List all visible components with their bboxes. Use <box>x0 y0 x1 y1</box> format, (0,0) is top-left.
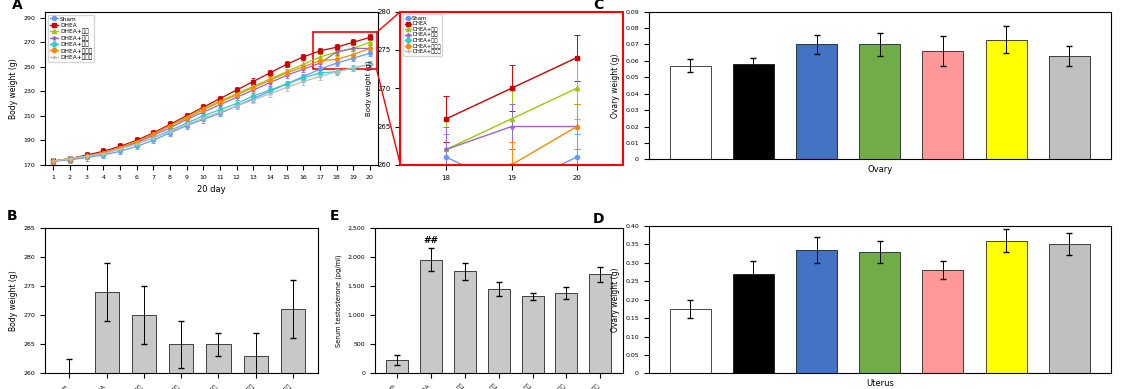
Bar <box>169 344 193 389</box>
X-axis label: Ovary: Ovary <box>867 165 892 174</box>
Bar <box>795 250 837 373</box>
Text: D: D <box>594 212 605 226</box>
Bar <box>733 64 774 159</box>
Bar <box>57 373 82 389</box>
Y-axis label: Ovary weight (g): Ovary weight (g) <box>610 267 619 332</box>
Bar <box>131 315 156 389</box>
Bar <box>453 272 476 373</box>
Bar <box>795 44 837 159</box>
Bar <box>922 51 964 159</box>
Bar <box>488 289 509 373</box>
Bar <box>589 274 611 373</box>
Bar <box>670 66 710 159</box>
Bar <box>922 270 964 373</box>
Bar <box>859 252 900 373</box>
Bar <box>985 40 1027 159</box>
Bar <box>243 356 268 389</box>
Bar <box>1049 56 1089 159</box>
Bar <box>859 44 900 159</box>
Bar <box>94 292 119 389</box>
Bar <box>420 260 442 373</box>
Text: E: E <box>330 209 340 223</box>
Legend: Sham, DHEA, DHEA+인삼, DHEA+우슬, DHEA+두충, DHEA+숙지황, DHEA+맥문동: Sham, DHEA, DHEA+인삼, DHEA+우슬, DHEA+두충, D… <box>403 14 442 56</box>
Text: B: B <box>7 209 17 223</box>
Bar <box>1049 244 1089 373</box>
X-axis label: Uterus: Uterus <box>866 379 893 388</box>
Bar <box>555 293 578 373</box>
Y-axis label: Body weight (g): Body weight (g) <box>9 270 18 331</box>
Text: C: C <box>594 0 604 12</box>
Bar <box>985 240 1027 373</box>
Y-axis label: Body weight (g): Body weight (g) <box>366 60 371 116</box>
X-axis label: 20 day: 20 day <box>197 185 226 194</box>
Y-axis label: Body weight (g): Body weight (g) <box>9 58 18 119</box>
Legend: Sham, DHEA, DHEA+인삼, DHEA+우슬, DHEA+두충, DHEA+숙지황, DHEA+맥문동: Sham, DHEA, DHEA+인삼, DHEA+우슬, DHEA+두충, D… <box>48 14 94 62</box>
Bar <box>206 344 231 389</box>
Y-axis label: Ovary weight (g): Ovary weight (g) <box>610 53 619 118</box>
Text: A: A <box>11 0 22 12</box>
Bar <box>733 274 774 373</box>
Y-axis label: Serum testosterone (pg/ml): Serum testosterone (pg/ml) <box>335 254 342 347</box>
Bar <box>670 309 710 373</box>
Text: ##: ## <box>423 235 439 245</box>
Bar <box>280 309 305 389</box>
Bar <box>386 360 408 373</box>
Bar <box>313 33 377 69</box>
Bar <box>522 296 543 373</box>
